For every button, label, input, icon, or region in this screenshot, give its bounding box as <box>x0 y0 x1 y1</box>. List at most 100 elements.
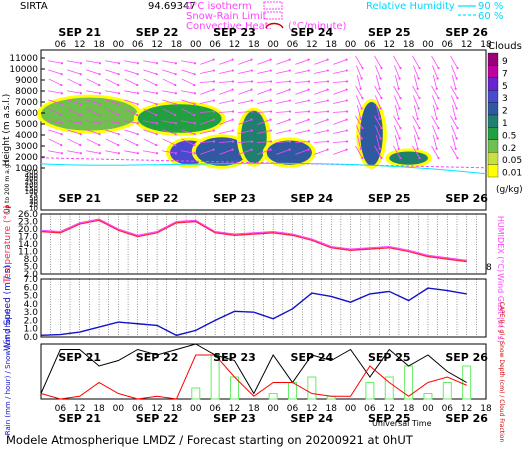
colorbar-swatch <box>487 77 499 91</box>
wind-barb <box>256 111 272 113</box>
wind-barb <box>200 70 214 74</box>
hour-tick-label: 18 <box>325 40 337 50</box>
wind-barb-head <box>193 73 196 76</box>
day-label-bottom: SEP 25 <box>368 412 411 425</box>
wind-barb <box>200 89 214 95</box>
wind-barb <box>257 89 271 95</box>
wind-barb-head <box>454 87 457 90</box>
wind-barb <box>143 120 157 124</box>
wind-barb-head <box>288 99 291 102</box>
wind-barb-head <box>326 129 329 132</box>
wind-barb-head <box>174 103 177 106</box>
series-line <box>40 343 467 395</box>
wind-barb-head <box>155 122 158 125</box>
colorbar-swatch <box>487 114 499 128</box>
y-tick-label: 7.0 <box>24 275 39 285</box>
wind-barb-head <box>345 110 349 113</box>
legend-snow-swatch <box>263 11 283 20</box>
clouds-colorbar: Clouds (g/kg) 9 7 5 3 2 1 0.5 0.2 0.05 0.01 <box>487 41 523 195</box>
day-label-bottom: SEP 26 <box>445 412 488 425</box>
wind-barb-head <box>380 156 383 160</box>
wind-barb <box>48 138 62 146</box>
wind-barb-head <box>60 113 63 117</box>
wind-barb <box>67 60 81 64</box>
wind-barb-head <box>231 129 234 132</box>
wind-barb-head <box>288 88 291 91</box>
wind-barb <box>413 65 419 79</box>
wind-barb <box>67 69 81 75</box>
wind-barb-head <box>174 113 177 117</box>
wind-barb-head <box>418 96 421 100</box>
wind-barb <box>314 119 328 125</box>
hour-tick-label: 06 <box>364 40 376 50</box>
wind-barb <box>276 70 290 74</box>
wind-barb <box>431 85 439 99</box>
wind-barb <box>238 149 252 155</box>
wind-barb-head <box>416 117 419 120</box>
wind-barb-head <box>269 69 272 72</box>
station-name: SIRTA <box>20 1 48 12</box>
wind-barb <box>256 141 272 143</box>
series-line <box>40 218 467 261</box>
day-label: SEP 24 <box>291 351 334 364</box>
cloud-core <box>360 101 383 166</box>
wind-barb-head <box>397 87 400 90</box>
wind-barb <box>67 150 81 154</box>
hour-tick-label: 00 <box>190 404 202 414</box>
wind-barb-head <box>117 113 120 117</box>
wind-barb-head <box>437 126 440 130</box>
wind-barb <box>313 81 329 83</box>
wind-barb <box>105 138 119 146</box>
height-tick-label-low: 75 <box>29 191 38 199</box>
cape-axis-label: CAPE (J / g) / Snow Depth (cm) / Cloud F… <box>498 302 505 443</box>
rain-bar <box>442 382 452 400</box>
precipitation-series <box>40 343 467 400</box>
wind-barb-head <box>250 58 253 61</box>
day-label: SEP 22 <box>136 192 179 205</box>
wind-barb <box>105 90 119 94</box>
hour-tick-label: 12 <box>384 404 395 414</box>
height-tick-label-low: 300 <box>25 175 38 183</box>
wind-barb <box>86 90 100 94</box>
hour-tick-label: 18 <box>403 404 415 414</box>
wind-barb <box>67 90 81 94</box>
colorbar-label: 3 <box>502 94 508 104</box>
wind-barb-head <box>174 92 177 95</box>
legend-isotherm-swatch <box>263 1 283 10</box>
wind-barb <box>394 135 400 149</box>
wind-barb <box>374 115 382 129</box>
wind-barb <box>162 108 176 116</box>
wind-barb-head <box>288 140 292 143</box>
wind-barb <box>219 59 233 65</box>
wind-barb-head <box>250 80 254 83</box>
wind-barb <box>276 149 290 155</box>
wind-barb <box>276 59 290 65</box>
wind-barb <box>314 89 328 95</box>
temperature-series <box>40 218 467 263</box>
y-tick-label: 8.0 <box>24 255 39 265</box>
wind-barb <box>356 95 362 109</box>
wind-barb-head <box>436 77 439 80</box>
wind-barb <box>105 108 119 116</box>
hour-tick-label: 12 <box>461 404 472 414</box>
wind-barb-head <box>437 66 440 70</box>
wind-barb <box>412 85 420 99</box>
wind-barb-head <box>269 118 272 121</box>
temperature-axis-label: Temperature (°C) <box>3 205 13 284</box>
wind-barb-head <box>307 140 311 143</box>
wind-barb <box>219 70 233 74</box>
wind-barb-head <box>250 88 253 91</box>
wind-barb-head <box>79 122 82 125</box>
day-label: SEP 23 <box>213 351 256 364</box>
wind-barb <box>181 69 195 75</box>
wind-barb-head <box>98 122 101 125</box>
hour-tick-label: 12 <box>384 40 395 50</box>
height-tick-label: 1000 <box>15 164 38 174</box>
wind-barb-head <box>455 137 458 140</box>
wind-barb-head <box>269 129 272 132</box>
wind-barb-head <box>360 77 363 80</box>
day-label: SEP 22 <box>136 26 179 39</box>
y-tick-label: 0.0 <box>24 333 39 343</box>
wind-barb <box>181 150 195 154</box>
height-tick-label-low: 500 <box>25 169 38 177</box>
